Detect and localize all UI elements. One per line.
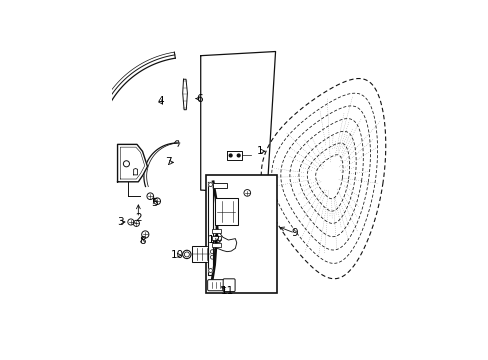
Circle shape <box>154 198 160 204</box>
Circle shape <box>184 252 189 257</box>
Polygon shape <box>200 51 275 263</box>
Text: 9: 9 <box>291 228 298 238</box>
Text: 3: 3 <box>117 217 123 227</box>
Circle shape <box>127 219 134 225</box>
Polygon shape <box>226 151 242 159</box>
Circle shape <box>210 255 214 259</box>
Circle shape <box>208 269 212 273</box>
Circle shape <box>237 154 240 157</box>
Circle shape <box>229 154 232 157</box>
FancyBboxPatch shape <box>223 279 235 292</box>
Polygon shape <box>183 79 187 110</box>
Polygon shape <box>208 182 212 275</box>
Text: 11: 11 <box>220 286 233 296</box>
Bar <box>206 175 276 293</box>
Circle shape <box>133 220 139 226</box>
Circle shape <box>146 193 153 199</box>
Text: 2: 2 <box>135 213 142 223</box>
Circle shape <box>123 161 129 167</box>
Circle shape <box>208 183 212 186</box>
Text: 1: 1 <box>257 146 263 156</box>
Bar <box>212 229 220 233</box>
Bar <box>214 198 238 225</box>
Bar <box>212 243 220 247</box>
Text: 6: 6 <box>196 94 202 104</box>
Text: 8: 8 <box>139 237 145 246</box>
FancyBboxPatch shape <box>207 280 224 291</box>
Polygon shape <box>133 168 137 175</box>
Bar <box>192 246 211 262</box>
Circle shape <box>210 250 214 253</box>
Text: 5: 5 <box>151 198 158 208</box>
Text: 10: 10 <box>170 250 183 260</box>
Text: 12: 12 <box>207 235 221 245</box>
Text: 4: 4 <box>157 96 163 107</box>
Circle shape <box>244 190 250 196</box>
Polygon shape <box>117 144 147 182</box>
Bar <box>212 235 220 240</box>
Circle shape <box>142 231 148 238</box>
Bar <box>212 183 226 188</box>
Text: 7: 7 <box>165 157 172 167</box>
Circle shape <box>183 250 191 258</box>
